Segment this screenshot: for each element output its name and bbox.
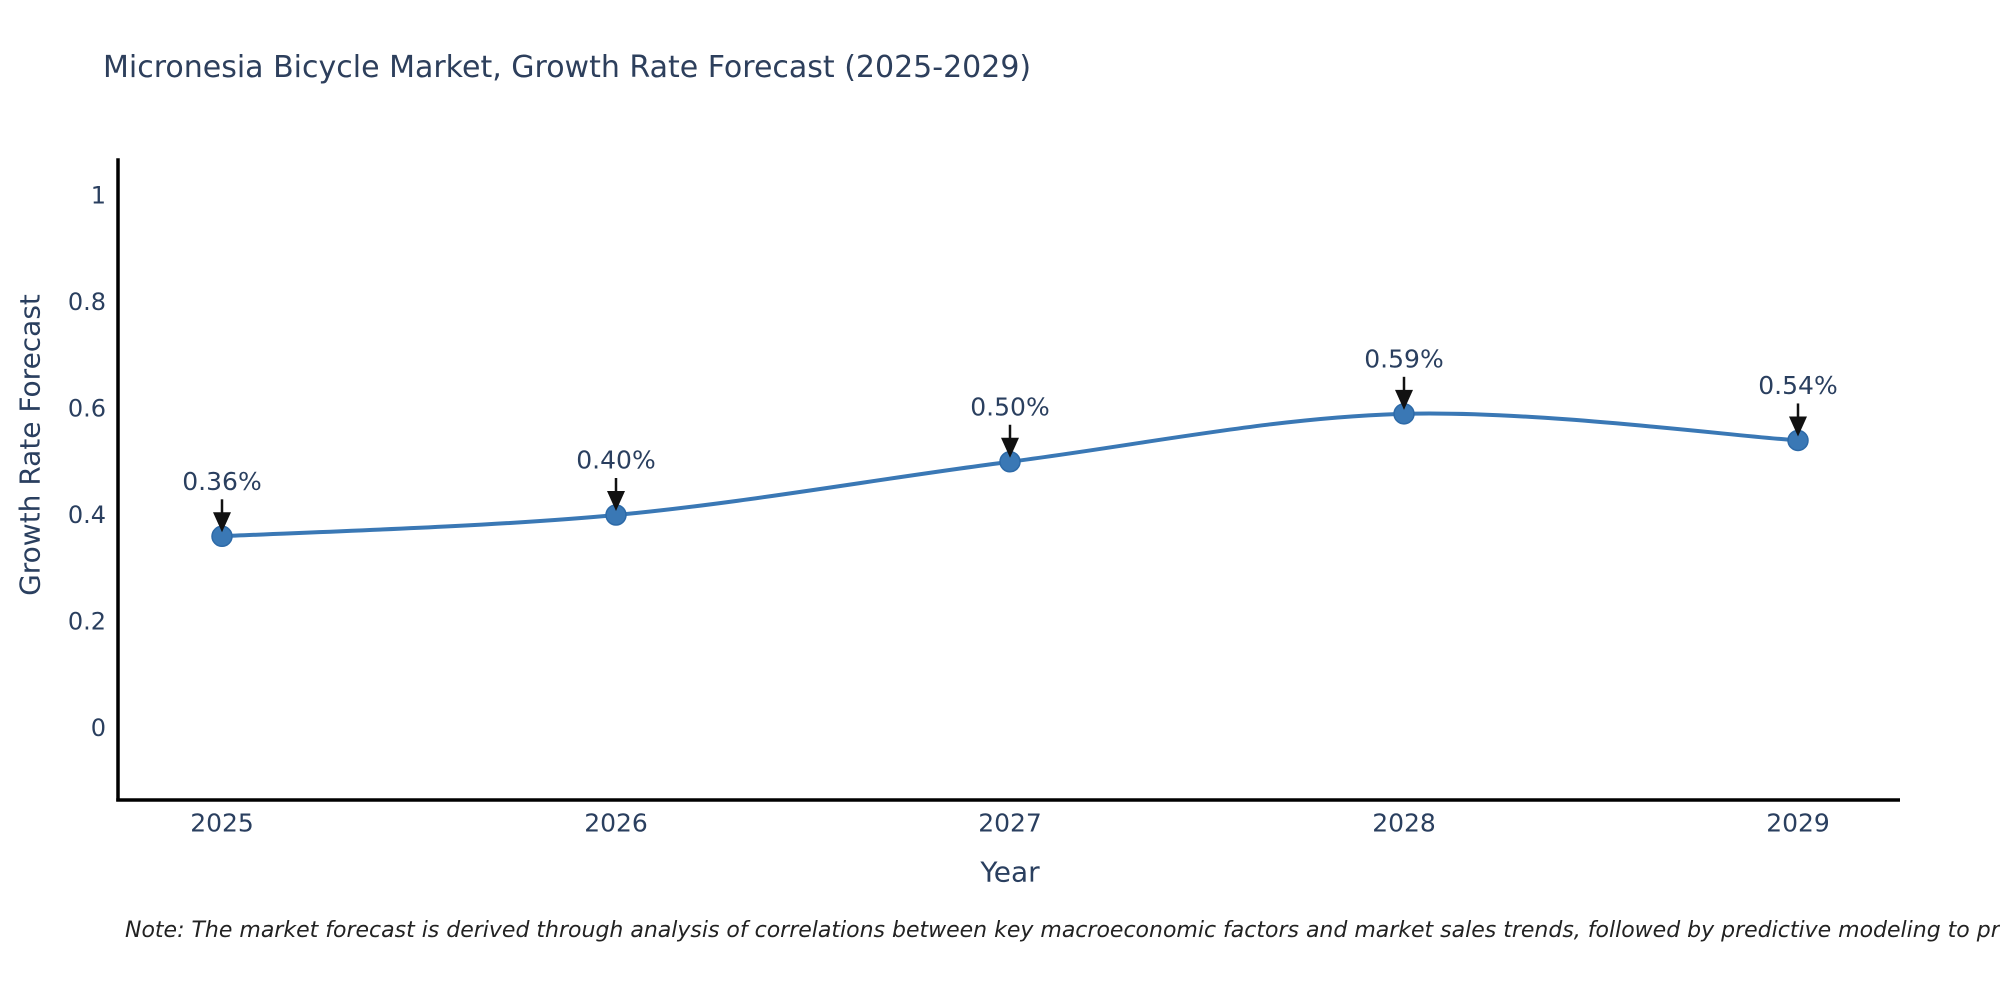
x-tick-label: 2027 <box>978 809 1042 838</box>
x-axis-title: Year <box>979 856 1040 889</box>
footnote: Note: The market forecast is derived thr… <box>125 918 2000 943</box>
y-tick-label: 0.4 <box>68 501 106 529</box>
annotation-arrow-head <box>1001 437 1019 458</box>
annotation-arrow-head <box>1395 389 1413 410</box>
annotation-arrow-head <box>1789 416 1807 437</box>
y-tick-label: 1 <box>91 182 106 210</box>
y-tick-label: 0.2 <box>68 608 106 636</box>
point-annotation-label: 0.59% <box>1364 344 1443 373</box>
point-annotation-label: 0.36% <box>182 467 261 496</box>
annotation-arrow-head <box>213 512 231 533</box>
point-annotation-label: 0.54% <box>1758 371 1837 400</box>
y-tick-label: 0.6 <box>68 395 106 423</box>
point-annotation-label: 0.40% <box>576 446 655 475</box>
x-tick-label: 2026 <box>584 809 648 838</box>
point-annotation-label: 0.50% <box>970 392 1049 421</box>
x-tick-label: 2029 <box>1766 809 1830 838</box>
y-axis-title: Growth Rate Forecast <box>14 294 47 596</box>
chart-title: Micronesia Bicycle Market, Growth Rate F… <box>103 50 1032 85</box>
x-tick-label: 2028 <box>1372 809 1436 838</box>
x-tick-label: 2025 <box>190 809 254 838</box>
y-tick-label: 0 <box>91 714 106 742</box>
annotation-arrow-head <box>607 491 625 511</box>
y-tick-label: 0.8 <box>68 288 106 316</box>
